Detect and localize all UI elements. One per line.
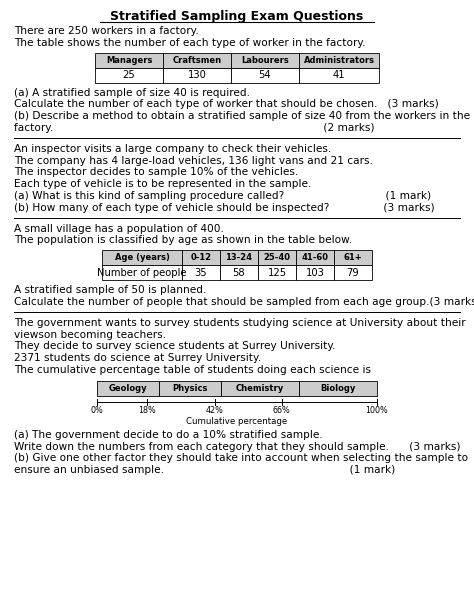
Text: 103: 103 xyxy=(306,268,324,278)
Text: Cumulative percentage: Cumulative percentage xyxy=(186,417,288,426)
Text: 130: 130 xyxy=(188,70,207,80)
Text: (a) A stratified sample of size 40 is required.: (a) A stratified sample of size 40 is re… xyxy=(14,88,250,97)
Text: A stratified sample of 50 is planned.: A stratified sample of 50 is planned. xyxy=(14,285,206,295)
Text: Craftsmen: Craftsmen xyxy=(173,56,221,64)
Bar xyxy=(163,53,231,67)
Text: 41-60: 41-60 xyxy=(301,253,328,262)
Bar xyxy=(258,265,296,280)
Text: ensure an unbiased sample.                                                      : ensure an unbiased sample. xyxy=(14,465,395,475)
Text: Number of people: Number of people xyxy=(97,268,187,278)
Bar xyxy=(102,250,182,265)
Text: 58: 58 xyxy=(233,268,246,278)
Text: viewson becoming teachers.: viewson becoming teachers. xyxy=(14,330,166,340)
Text: The company has 4 large-load vehicles, 136 light vans and 21 cars.: The company has 4 large-load vehicles, 1… xyxy=(14,156,373,166)
Text: The cumulative percentage table of students doing each science is: The cumulative percentage table of stude… xyxy=(14,365,371,375)
Text: Biology: Biology xyxy=(320,384,356,393)
Text: 2371 students do science at Surrey University.: 2371 students do science at Surrey Unive… xyxy=(14,353,261,363)
Bar xyxy=(299,67,379,83)
Text: Age (years): Age (years) xyxy=(115,253,169,262)
Bar xyxy=(231,53,299,67)
Text: The government wants to survey students studying science at University about the: The government wants to survey students … xyxy=(14,318,465,328)
Text: Chemistry: Chemistry xyxy=(236,384,284,393)
Text: 54: 54 xyxy=(259,70,271,80)
Bar xyxy=(220,250,258,265)
Text: 0-12: 0-12 xyxy=(191,253,211,262)
Bar xyxy=(97,381,159,396)
Bar xyxy=(258,250,296,265)
Text: Geology: Geology xyxy=(109,384,147,393)
Bar xyxy=(159,381,221,396)
Text: The table shows the number of each type of worker in the factory.: The table shows the number of each type … xyxy=(14,38,365,48)
Bar xyxy=(231,67,299,83)
Text: 25-40: 25-40 xyxy=(264,253,291,262)
Text: Physics: Physics xyxy=(173,384,208,393)
Bar xyxy=(299,53,379,67)
Bar xyxy=(95,53,163,67)
Text: 79: 79 xyxy=(346,268,359,278)
Text: Stratified Sampling Exam Questions: Stratified Sampling Exam Questions xyxy=(110,10,364,23)
Text: (a) The government decide to do a 10% stratified sample.: (a) The government decide to do a 10% st… xyxy=(14,430,323,440)
Text: Administrators: Administrators xyxy=(303,56,374,64)
Text: Calculate the number of people that should be sampled from each age group.(3 mar: Calculate the number of people that shou… xyxy=(14,297,474,307)
Bar xyxy=(220,265,258,280)
Bar xyxy=(102,265,182,280)
Bar xyxy=(182,250,220,265)
Text: 13-24: 13-24 xyxy=(226,253,253,262)
Text: 18%: 18% xyxy=(138,406,156,415)
Text: There are 250 workers in a factory.: There are 250 workers in a factory. xyxy=(14,26,199,36)
Text: A small village has a population of 400.: A small village has a population of 400. xyxy=(14,224,224,234)
Text: The population is classified by age as shown in the table below.: The population is classified by age as s… xyxy=(14,235,352,245)
Bar xyxy=(163,67,231,83)
Bar xyxy=(95,67,163,83)
Bar xyxy=(182,265,220,280)
Bar xyxy=(299,381,377,396)
Text: An inspector visits a large company to check their vehicles.: An inspector visits a large company to c… xyxy=(14,144,331,154)
Text: (b) Describe a method to obtain a stratified sample of size 40 from the workers : (b) Describe a method to obtain a strati… xyxy=(14,111,470,121)
Text: 25: 25 xyxy=(123,70,136,80)
Text: 100%: 100% xyxy=(365,406,388,415)
Text: 66%: 66% xyxy=(273,406,291,415)
Text: factory.                                                                        : factory. xyxy=(14,123,374,133)
Text: Write down the numbers from each category that they should sample.      (3 marks: Write down the numbers from each categor… xyxy=(14,441,461,452)
Bar xyxy=(221,381,299,396)
Bar xyxy=(334,250,372,265)
Text: Each type of vehicle is to be represented in the sample.: Each type of vehicle is to be represente… xyxy=(14,179,311,189)
Text: (b) Give one other factor they should take into account when selecting the sampl: (b) Give one other factor they should ta… xyxy=(14,454,468,463)
Text: 41: 41 xyxy=(333,70,346,80)
Text: 125: 125 xyxy=(267,268,287,278)
Text: Calculate the number of each type of worker that should be chosen.   (3 marks): Calculate the number of each type of wor… xyxy=(14,99,439,109)
Text: Managers: Managers xyxy=(106,56,152,64)
Bar xyxy=(296,265,334,280)
Text: 0%: 0% xyxy=(91,406,103,415)
Text: 35: 35 xyxy=(195,268,207,278)
Text: (b) How many of each type of vehicle should be inspected?                (3 mark: (b) How many of each type of vehicle sho… xyxy=(14,203,435,213)
Text: 61+: 61+ xyxy=(344,253,363,262)
Text: They decide to survey science students at Surrey University.: They decide to survey science students a… xyxy=(14,341,336,351)
Text: The inspector decides to sample 10% of the vehicles.: The inspector decides to sample 10% of t… xyxy=(14,167,298,177)
Bar xyxy=(296,250,334,265)
Text: (a) What is this kind of sampling procedure called?                             : (a) What is this kind of sampling proced… xyxy=(14,191,431,201)
Text: 42%: 42% xyxy=(206,406,224,415)
Bar xyxy=(334,265,372,280)
Text: Labourers: Labourers xyxy=(241,56,289,64)
